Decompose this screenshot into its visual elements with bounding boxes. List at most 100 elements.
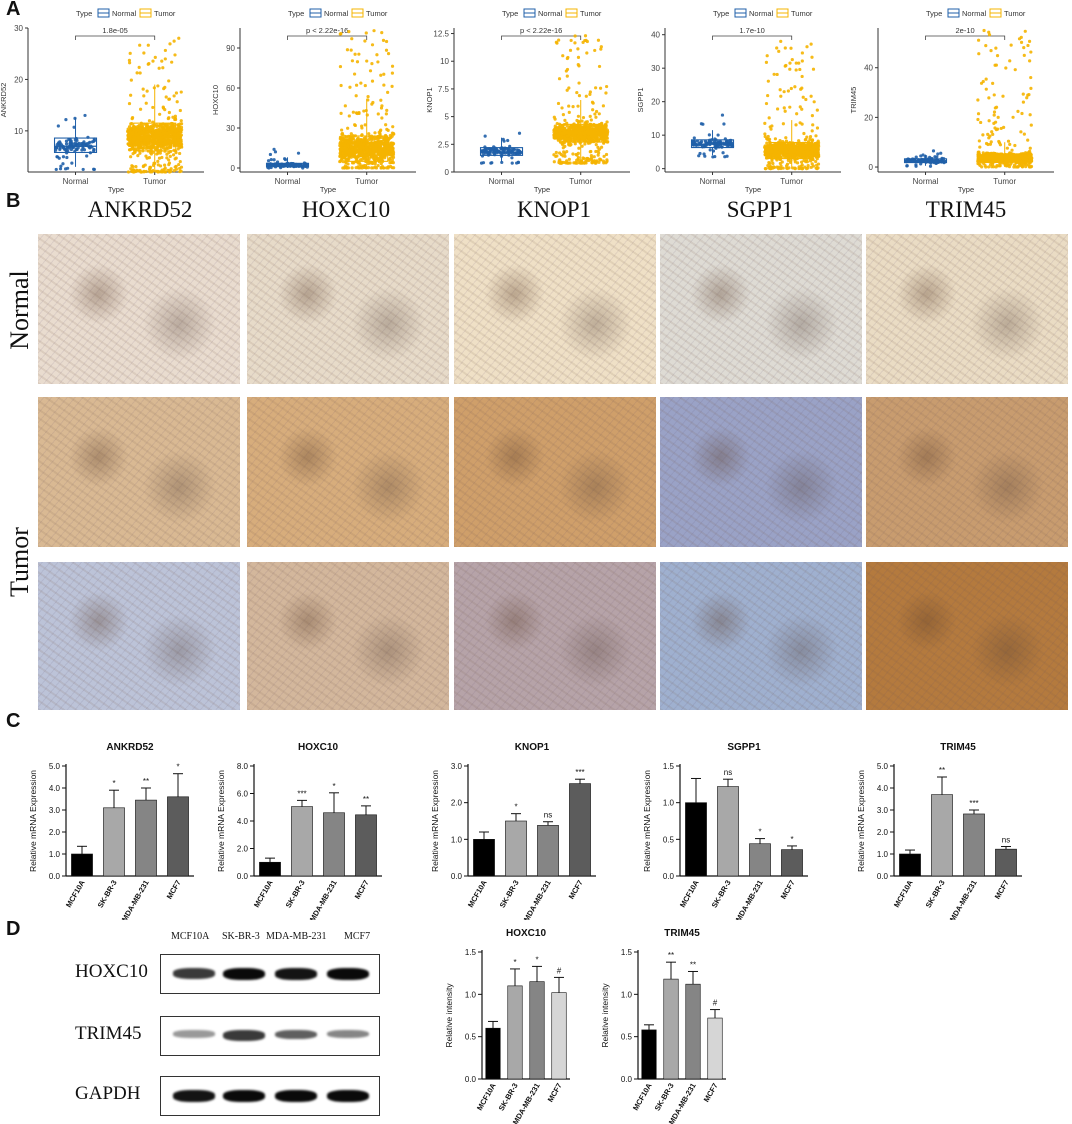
y-tick-label: 12.5 xyxy=(433,30,449,39)
data-point xyxy=(554,150,558,155)
data-point xyxy=(789,152,793,156)
boxplot-knop1: Type Normal Tumor02.557.51012.5KNOP1Normal… xyxy=(425,8,630,194)
data-point xyxy=(156,159,160,163)
data-point xyxy=(136,142,140,146)
data-point xyxy=(553,117,557,121)
data-point xyxy=(353,52,357,56)
data-point xyxy=(348,85,352,89)
data-point xyxy=(370,102,374,106)
data-point xyxy=(801,146,805,150)
data-point xyxy=(354,83,359,87)
x-tick-label: Normal xyxy=(700,177,726,186)
data-point xyxy=(597,64,602,69)
data-point xyxy=(805,45,809,49)
data-point xyxy=(151,131,155,135)
data-point xyxy=(994,63,998,67)
data-point xyxy=(268,152,272,157)
data-point xyxy=(373,162,377,166)
data-point xyxy=(601,159,606,163)
data-point xyxy=(65,155,69,160)
data-point xyxy=(598,86,603,90)
data-point xyxy=(339,32,343,36)
data-point xyxy=(798,155,803,159)
y-axis-label: HOXC10 xyxy=(211,85,220,115)
data-point xyxy=(369,155,374,159)
data-point xyxy=(127,125,132,129)
data-point xyxy=(585,39,589,44)
legend-title: Type xyxy=(76,9,92,18)
data-point xyxy=(588,150,592,154)
data-point xyxy=(567,157,571,161)
data-point xyxy=(765,156,769,160)
data-point xyxy=(180,145,184,149)
data-point xyxy=(1004,66,1008,70)
data-point xyxy=(165,146,169,150)
data-point xyxy=(158,112,162,116)
data-point xyxy=(353,123,357,128)
data-point xyxy=(707,133,711,137)
data-point xyxy=(384,152,388,157)
data-point xyxy=(168,154,172,158)
data-point xyxy=(377,130,381,135)
data-point xyxy=(1026,43,1030,48)
data-point xyxy=(992,93,996,97)
data-point xyxy=(1028,113,1032,117)
data-point xyxy=(790,57,794,62)
data-point xyxy=(358,162,362,167)
data-point xyxy=(976,117,980,122)
data-point xyxy=(380,158,384,162)
x-tick-label: Normal xyxy=(63,177,89,186)
data-point xyxy=(557,77,562,81)
data-point xyxy=(787,144,791,149)
data-point xyxy=(148,128,152,133)
data-point xyxy=(577,127,581,131)
data-point xyxy=(767,116,771,120)
data-point xyxy=(767,137,772,141)
data-point xyxy=(512,147,516,151)
data-point xyxy=(174,156,178,160)
data-point xyxy=(372,29,376,33)
data-point xyxy=(340,128,344,132)
data-point xyxy=(977,139,981,143)
data-point xyxy=(567,110,571,114)
data-point xyxy=(76,146,80,150)
data-point xyxy=(164,142,169,146)
data-point xyxy=(348,140,352,145)
data-point xyxy=(1019,40,1024,44)
data-point xyxy=(54,167,58,172)
data-point xyxy=(172,94,176,98)
data-point xyxy=(601,104,605,108)
data-point xyxy=(342,151,346,155)
data-point xyxy=(989,48,993,53)
data-point xyxy=(156,84,160,88)
data-point xyxy=(374,145,378,149)
data-point xyxy=(1008,59,1012,63)
data-point xyxy=(142,170,146,174)
data-point xyxy=(386,165,391,169)
data-point xyxy=(56,124,60,128)
data-point xyxy=(1017,37,1022,41)
data-point xyxy=(379,98,383,102)
data-point xyxy=(800,51,804,55)
data-point xyxy=(339,138,344,142)
data-point xyxy=(779,39,783,43)
data-point xyxy=(479,161,484,165)
data-point xyxy=(713,154,717,159)
data-point xyxy=(61,155,66,159)
data-point xyxy=(1016,109,1020,113)
data-point xyxy=(773,137,778,141)
data-point xyxy=(567,127,571,132)
data-point xyxy=(81,167,85,172)
data-point xyxy=(358,158,362,162)
legend-normal-label: Normal xyxy=(538,9,563,18)
data-point xyxy=(177,162,181,167)
data-point xyxy=(129,78,133,82)
data-point xyxy=(552,160,556,164)
data-point xyxy=(347,29,351,34)
data-point xyxy=(559,160,564,164)
data-point xyxy=(138,151,142,155)
data-point xyxy=(357,154,361,158)
data-point xyxy=(701,122,705,126)
